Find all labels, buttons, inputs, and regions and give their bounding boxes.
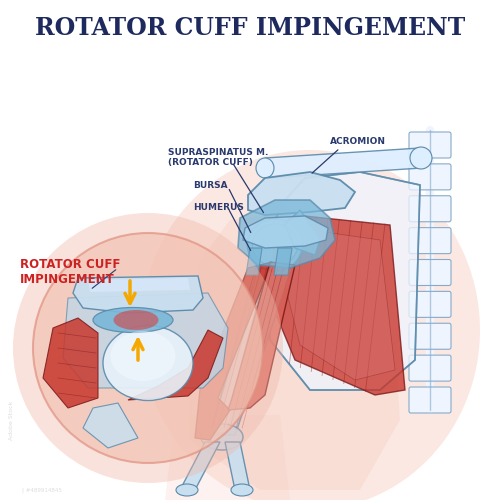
Polygon shape — [270, 215, 405, 395]
Polygon shape — [265, 172, 420, 390]
Ellipse shape — [256, 158, 274, 178]
Text: ROTATOR CUFF
IMPINGEMENT: ROTATOR CUFF IMPINGEMENT — [20, 258, 120, 286]
FancyBboxPatch shape — [409, 132, 451, 158]
Polygon shape — [128, 330, 223, 400]
Polygon shape — [285, 210, 320, 255]
Polygon shape — [248, 172, 355, 215]
Polygon shape — [274, 248, 292, 275]
Circle shape — [33, 233, 263, 463]
Polygon shape — [246, 248, 262, 275]
Ellipse shape — [201, 424, 243, 450]
Text: BURSA: BURSA — [193, 180, 228, 190]
FancyBboxPatch shape — [409, 387, 451, 413]
FancyBboxPatch shape — [409, 228, 451, 254]
Polygon shape — [215, 270, 278, 432]
Ellipse shape — [103, 326, 193, 400]
Polygon shape — [210, 268, 292, 435]
Polygon shape — [73, 276, 203, 313]
Polygon shape — [185, 210, 400, 490]
Polygon shape — [265, 148, 422, 178]
Text: ACROMION: ACROMION — [330, 138, 386, 146]
Polygon shape — [243, 216, 328, 248]
Ellipse shape — [114, 310, 158, 330]
Ellipse shape — [110, 331, 176, 381]
Ellipse shape — [140, 150, 480, 500]
FancyBboxPatch shape — [409, 324, 451, 349]
Ellipse shape — [176, 484, 198, 496]
Text: Adobe Stock: Adobe Stock — [10, 400, 14, 440]
Polygon shape — [238, 200, 335, 268]
FancyBboxPatch shape — [409, 292, 451, 318]
Text: HUMERUS: HUMERUS — [193, 202, 244, 211]
Ellipse shape — [248, 219, 302, 271]
Polygon shape — [225, 442, 250, 490]
Text: SUPRASPINATUS M.
(ROTATOR CUFF): SUPRASPINATUS M. (ROTATOR CUFF) — [168, 148, 268, 168]
Polygon shape — [88, 278, 190, 292]
Ellipse shape — [410, 147, 432, 169]
Polygon shape — [83, 403, 138, 448]
Ellipse shape — [231, 484, 253, 496]
Polygon shape — [180, 442, 220, 490]
FancyBboxPatch shape — [409, 164, 451, 190]
Polygon shape — [63, 293, 228, 388]
FancyBboxPatch shape — [409, 355, 451, 381]
Ellipse shape — [13, 213, 283, 483]
Polygon shape — [195, 262, 272, 440]
Text: | #489914845: | #489914845 — [22, 487, 62, 493]
Ellipse shape — [93, 308, 173, 332]
Text: ROTATOR CUFF IMPINGEMENT: ROTATOR CUFF IMPINGEMENT — [35, 16, 465, 40]
Polygon shape — [43, 318, 98, 408]
Polygon shape — [285, 230, 395, 380]
FancyBboxPatch shape — [409, 260, 451, 285]
Polygon shape — [228, 262, 295, 410]
Polygon shape — [165, 415, 290, 500]
FancyBboxPatch shape — [409, 196, 451, 222]
Ellipse shape — [252, 224, 298, 266]
